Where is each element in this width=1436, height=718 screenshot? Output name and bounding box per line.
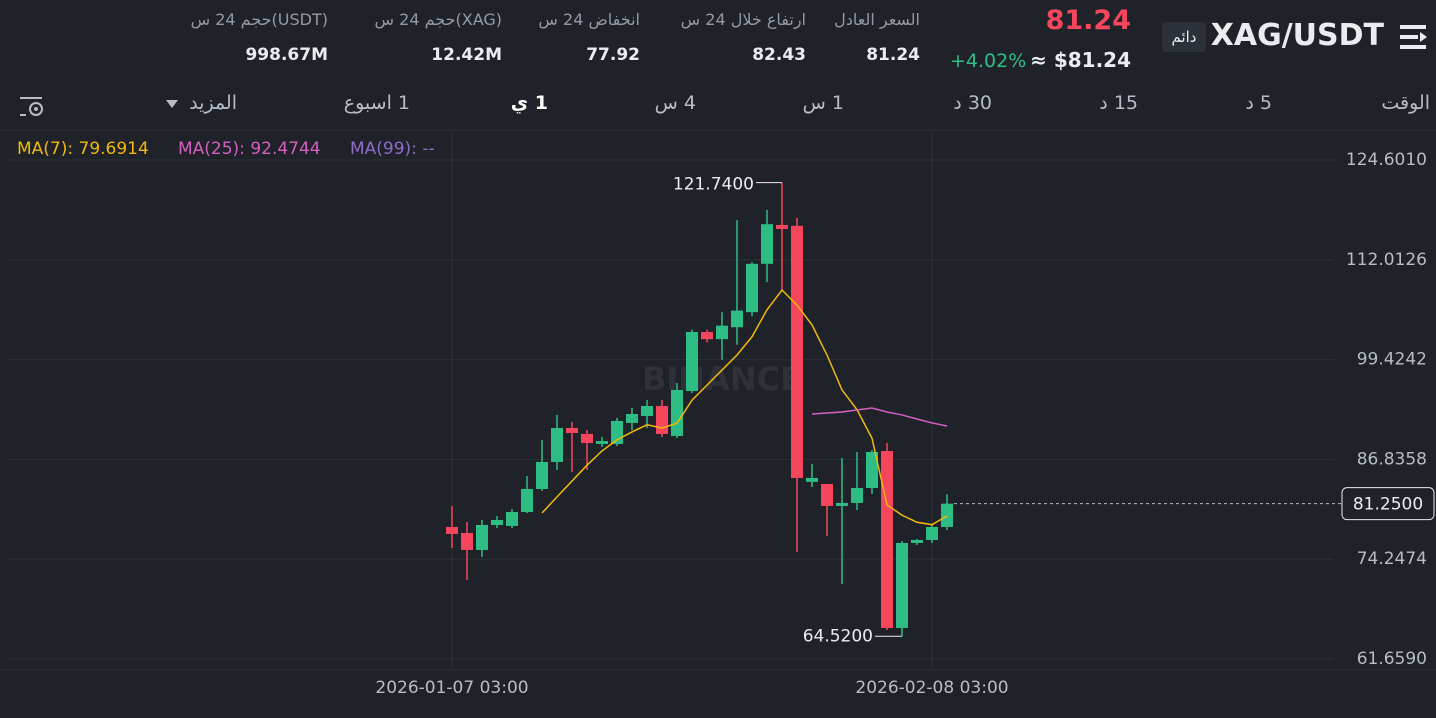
tab[interactable]: 15 د bbox=[1099, 92, 1138, 114]
stat-value: 82.43 bbox=[752, 45, 806, 65]
candle-body bbox=[686, 332, 698, 392]
tab[interactable]: 1 اسبوع bbox=[343, 92, 410, 114]
candle-body bbox=[506, 511, 518, 526]
candle-body bbox=[701, 332, 713, 340]
candle-body bbox=[881, 451, 893, 628]
stat-value: 77.92 bbox=[586, 45, 640, 65]
stat-label: السعر العادل bbox=[834, 10, 920, 29]
menu-icon[interactable] bbox=[1398, 22, 1430, 52]
tab[interactable]: 1 س bbox=[802, 92, 844, 114]
legend-entry: MA(99): -- bbox=[350, 139, 435, 159]
tab[interactable]: 5 د bbox=[1245, 92, 1272, 114]
settings-icon[interactable] bbox=[18, 95, 46, 119]
candle-body bbox=[776, 224, 788, 229]
candle-body bbox=[791, 225, 803, 478]
y-tick-label: 99.4242 bbox=[1357, 350, 1427, 370]
last-price-label: 81.2500 bbox=[1353, 495, 1423, 515]
y-tick-label: 112.0126 bbox=[1346, 250, 1427, 270]
x-tick-label: 2026-02-08 03:00 bbox=[855, 678, 1008, 698]
x-tick-label: 2026-01-07 03:00 bbox=[375, 678, 528, 698]
candle-body bbox=[476, 524, 488, 550]
y-tick-label: 124.6010 bbox=[1346, 150, 1427, 170]
legend-entry: MA(7): 79.6914 bbox=[17, 139, 149, 159]
price-change: +4.02% bbox=[950, 50, 1027, 72]
tab[interactable]: 4 س bbox=[654, 92, 696, 114]
candle-body bbox=[836, 502, 848, 506]
candle-body bbox=[746, 263, 758, 313]
tab[interactable]: الوقت bbox=[1381, 92, 1430, 114]
tab[interactable]: 30 د bbox=[953, 92, 992, 114]
legend-entry: MA(25): 92.4744 bbox=[178, 139, 321, 159]
y-tick-label: 86.8358 bbox=[1357, 449, 1427, 469]
price-usd: ≈ $81.24 bbox=[1030, 48, 1131, 72]
stat-label: حجم 24 س(XAG) bbox=[374, 10, 502, 29]
ma-line bbox=[811, 407, 948, 427]
badge: دائم bbox=[1162, 22, 1206, 52]
candle-body bbox=[866, 451, 878, 488]
candle-body bbox=[821, 484, 833, 506]
candle-body bbox=[716, 325, 728, 340]
candle-body bbox=[941, 503, 953, 527]
candle-body bbox=[446, 526, 458, 534]
candle-body bbox=[731, 310, 743, 328]
stat-value: 998.67M bbox=[245, 45, 328, 65]
candle-body bbox=[566, 428, 578, 434]
candle-body bbox=[536, 461, 548, 489]
symbol[interactable]: XAG/USDT bbox=[1210, 18, 1384, 53]
candle-body bbox=[551, 428, 563, 462]
candle-body bbox=[491, 519, 503, 525]
candle-body bbox=[461, 532, 473, 550]
stat-label: انخفاض 24 س bbox=[538, 10, 640, 29]
candle-body bbox=[656, 405, 668, 434]
candle-body bbox=[926, 526, 938, 540]
y-tick-label: 61.6590 bbox=[1357, 649, 1427, 669]
settings-icon-graphic bbox=[20, 97, 43, 116]
y-tick-label: 74.2474 bbox=[1357, 549, 1427, 569]
dropdown-arrow[interactable] bbox=[166, 100, 178, 108]
candle-body bbox=[851, 487, 863, 503]
candle-body bbox=[626, 413, 638, 423]
candle-body bbox=[761, 224, 773, 264]
stat-label: حجم 24 س(USDT) bbox=[190, 10, 328, 29]
candle-body bbox=[671, 389, 683, 436]
stat-value: 12.42M bbox=[431, 45, 502, 65]
candle-body bbox=[581, 433, 593, 444]
menu-icon-graphic bbox=[1400, 25, 1427, 49]
high-label: 121.7400 bbox=[673, 175, 754, 195]
last-price-box bbox=[1341, 487, 1435, 521]
watermark: BINANCE bbox=[642, 360, 802, 398]
low-label: 64.5200 bbox=[803, 626, 873, 646]
tab-active[interactable]: 1 ي bbox=[510, 92, 548, 114]
candle-body bbox=[896, 542, 908, 628]
ma-line bbox=[541, 288, 948, 526]
candle-body bbox=[911, 539, 923, 543]
tab[interactable]: المزيد bbox=[189, 92, 237, 114]
candle-body bbox=[806, 477, 818, 482]
stat-value: 81.24 bbox=[866, 45, 920, 65]
candle-body bbox=[521, 488, 533, 512]
stat-label: ارتفاع خلال 24 س bbox=[680, 10, 806, 29]
price: 81.24 bbox=[1045, 5, 1131, 36]
candle-body bbox=[641, 405, 653, 416]
candle-body bbox=[596, 441, 608, 444]
